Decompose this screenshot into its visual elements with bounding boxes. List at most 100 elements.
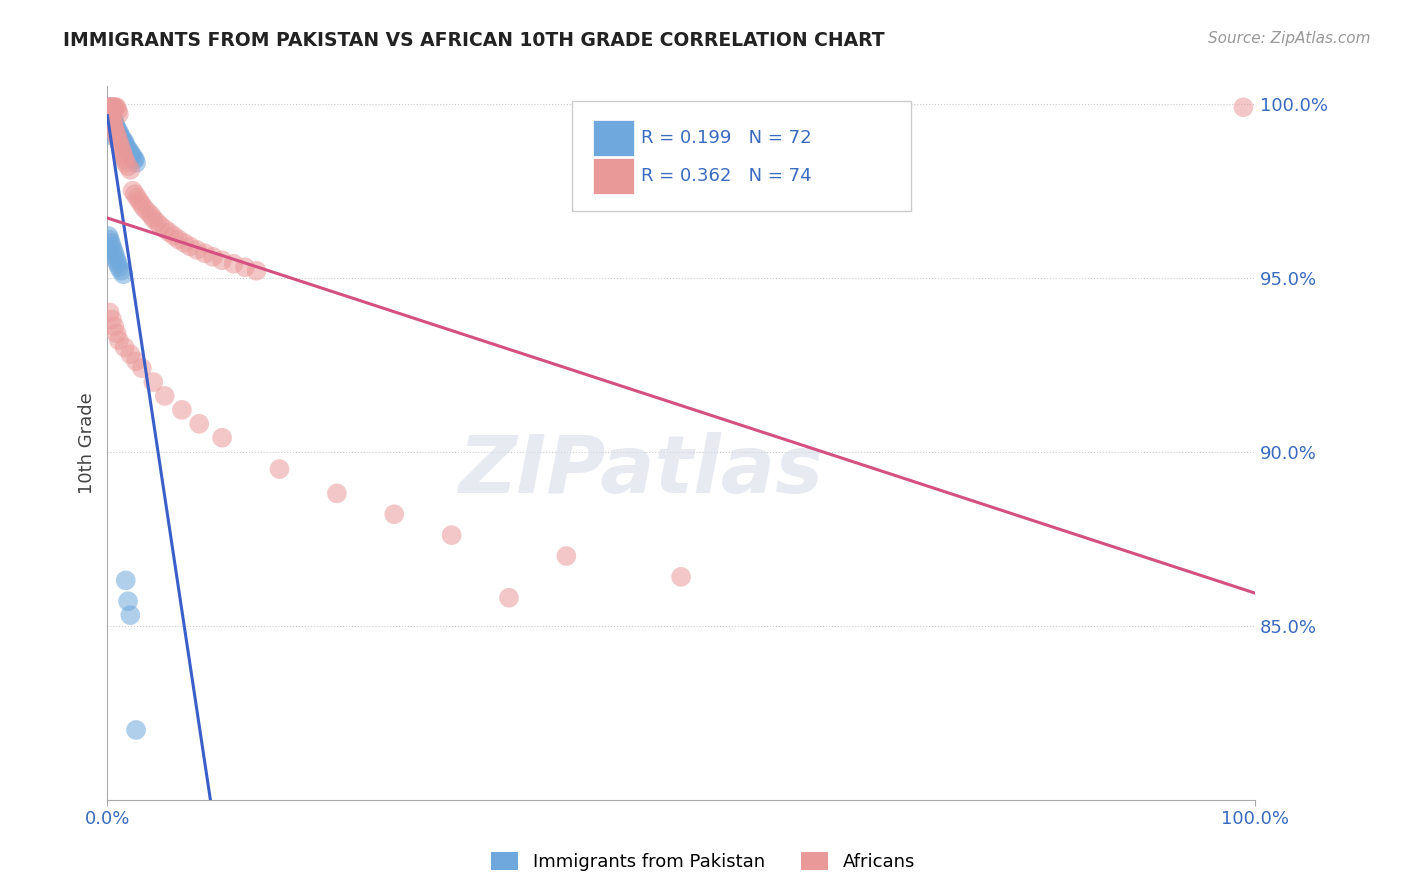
Point xyxy=(101,111,124,125)
Point xyxy=(103,100,125,114)
Point xyxy=(153,389,176,403)
Point xyxy=(97,100,120,114)
Point xyxy=(108,125,131,139)
Point xyxy=(100,103,122,118)
Point xyxy=(98,118,121,132)
Point xyxy=(98,121,121,136)
Point xyxy=(114,138,136,153)
Point xyxy=(121,184,143,198)
Point xyxy=(101,243,124,257)
Point xyxy=(114,574,136,588)
Point xyxy=(124,153,146,167)
Legend: Immigrants from Pakistan, Africans: Immigrants from Pakistan, Africans xyxy=(484,845,922,879)
Point xyxy=(125,723,148,737)
Point xyxy=(124,187,146,202)
Point xyxy=(122,153,145,167)
Point xyxy=(117,160,139,174)
Point xyxy=(97,229,120,244)
Y-axis label: 10th Grade: 10th Grade xyxy=(79,392,96,494)
Point xyxy=(104,250,127,264)
Point xyxy=(100,235,122,250)
Point xyxy=(669,570,692,584)
Point xyxy=(98,103,121,118)
Point xyxy=(245,264,267,278)
Point xyxy=(98,305,121,319)
Point xyxy=(110,264,132,278)
Point xyxy=(145,215,167,229)
Point xyxy=(97,114,120,128)
Point xyxy=(131,197,153,211)
Point xyxy=(114,156,136,170)
Point xyxy=(104,100,127,114)
Point xyxy=(98,107,121,121)
Point xyxy=(112,267,135,281)
Point xyxy=(98,100,121,114)
Point xyxy=(194,246,217,260)
Point xyxy=(98,100,121,114)
Point xyxy=(108,128,131,142)
Point xyxy=(186,243,208,257)
Point xyxy=(100,100,122,114)
Point xyxy=(101,114,124,128)
Point xyxy=(211,253,233,268)
Point xyxy=(114,153,136,167)
Point xyxy=(97,121,120,136)
Point xyxy=(104,125,127,139)
Point xyxy=(97,111,120,125)
Point xyxy=(326,486,349,500)
Point xyxy=(121,149,143,163)
Point xyxy=(112,135,135,149)
Point xyxy=(101,239,124,253)
Point xyxy=(101,100,124,114)
Point xyxy=(118,145,141,160)
Point xyxy=(101,121,124,136)
Point xyxy=(127,191,149,205)
Point xyxy=(555,549,578,563)
Point xyxy=(142,375,165,389)
Point xyxy=(104,121,127,136)
Point xyxy=(98,114,121,128)
Point xyxy=(100,111,122,125)
Point xyxy=(101,118,124,132)
Point xyxy=(114,135,136,149)
Point xyxy=(103,246,125,260)
Point xyxy=(101,114,124,128)
Point xyxy=(110,131,132,145)
Point xyxy=(100,118,122,132)
Point xyxy=(128,194,150,209)
Point xyxy=(117,142,139,156)
Point xyxy=(98,128,121,142)
Point xyxy=(105,100,128,114)
Text: R = 0.199   N = 72: R = 0.199 N = 72 xyxy=(641,128,811,146)
Point xyxy=(188,417,211,431)
Point xyxy=(105,128,128,142)
Point xyxy=(103,319,125,334)
Point xyxy=(170,403,193,417)
Point xyxy=(97,107,120,121)
Point xyxy=(120,145,142,160)
Point xyxy=(101,100,124,114)
Point xyxy=(114,340,136,354)
Point xyxy=(98,232,121,246)
Point xyxy=(132,201,155,215)
Point xyxy=(100,107,122,121)
Point xyxy=(233,260,256,275)
Point xyxy=(201,250,224,264)
Point xyxy=(97,107,120,121)
Point xyxy=(498,591,520,605)
Point xyxy=(98,107,121,121)
Point xyxy=(107,125,129,139)
FancyBboxPatch shape xyxy=(572,101,911,211)
Point xyxy=(440,528,463,542)
Point xyxy=(103,121,125,136)
Point xyxy=(120,347,142,361)
Point xyxy=(131,361,153,376)
Point xyxy=(173,235,195,250)
Point xyxy=(107,131,129,145)
Point xyxy=(101,114,124,128)
Point xyxy=(179,239,201,253)
Point xyxy=(163,229,186,244)
Point xyxy=(222,257,245,271)
Point xyxy=(117,594,139,608)
Point xyxy=(112,149,135,163)
